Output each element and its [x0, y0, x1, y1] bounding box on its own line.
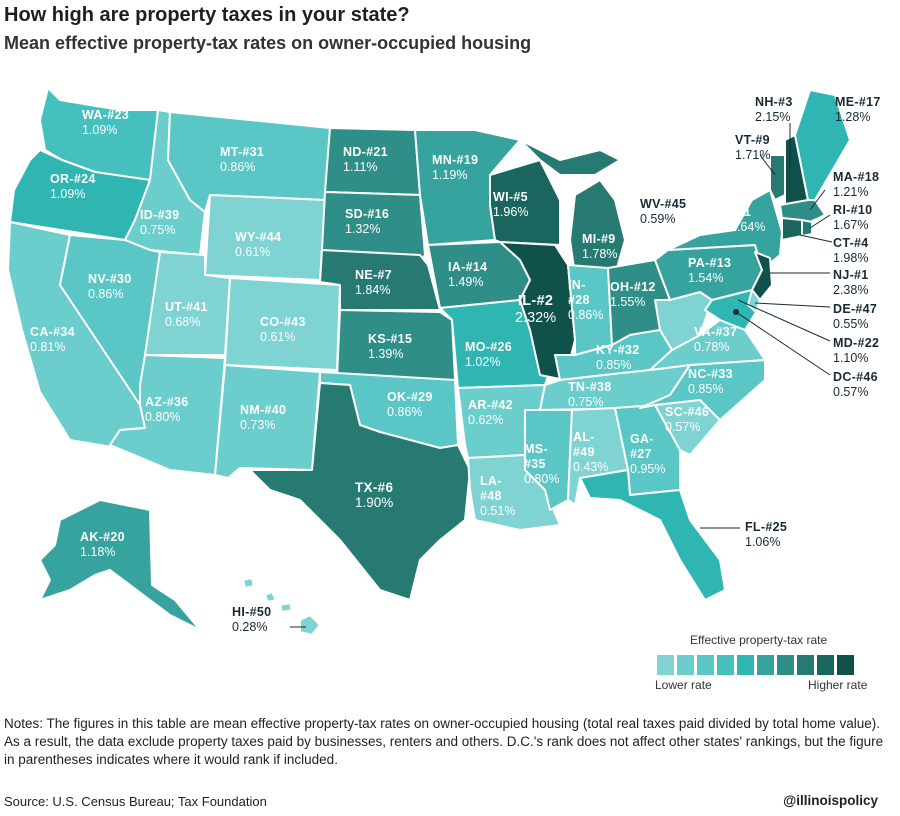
label-MN: MN-#19 1.19%	[432, 153, 479, 182]
label-IN: IN- #28 0.86%	[568, 278, 604, 322]
leader-ma	[809, 189, 826, 211]
label-ID: ID-#39 0.75%	[140, 208, 180, 237]
label-CO: CO-#43 0.61%	[260, 315, 306, 344]
legend-title: Effective property-tax rate	[690, 633, 828, 647]
label-OR: OR-#24 1.09%	[50, 172, 96, 201]
state-HI[interactable]	[299, 614, 321, 636]
label-WA: WA-#23 1.09%	[82, 108, 129, 137]
state-MI-up[interactable]	[519, 139, 621, 176]
label-DC: DC-#46 0.57%	[833, 370, 878, 399]
legend-swatch	[657, 655, 674, 675]
state-CT[interactable]	[781, 217, 803, 241]
legend-swatches	[657, 655, 854, 675]
state-RI[interactable]	[801, 219, 813, 237]
state-NC[interactable]	[639, 359, 766, 421]
label-IA: IA-#14 1.49%	[448, 260, 488, 289]
label-NY: NY- #11 1.64%	[730, 190, 766, 234]
label-GA: GA- #27 0.95%	[630, 432, 666, 476]
page-subtitle: Mean effective property-tax rates on own…	[4, 33, 532, 53]
label-WY: WY-#44 0.61%	[235, 230, 282, 259]
label-ME: ME-#17 1.28%	[835, 95, 881, 124]
state-MD[interactable]	[704, 289, 757, 331]
leader-de	[754, 302, 831, 308]
label-NE: NE-#7 1.84%	[355, 268, 392, 297]
state-HI-2[interactable]	[264, 591, 277, 603]
label-LA: LA- #48 0.51%	[480, 474, 516, 518]
label-ND: ND-#21 1.11%	[343, 145, 388, 174]
label-SC: SC-#46 0.57%	[665, 405, 710, 434]
state-TX[interactable]	[249, 382, 471, 601]
label-HI: HI-#50 0.28%	[232, 605, 272, 634]
label-IL: IL-#2 2.32%	[515, 293, 557, 326]
state-VT[interactable]	[769, 154, 786, 201]
label-RI: RI-#10 1.67%	[833, 203, 873, 232]
label-MO: MO-#26 1.02%	[465, 340, 512, 369]
leader-vt	[759, 154, 776, 176]
label-NC: NC-#33 0.85%	[688, 367, 733, 396]
label-WI: WI-#5 1.96%	[493, 190, 529, 219]
source: Source: U.S. Census Bureau; Tax Foundati…	[4, 794, 267, 809]
state-AK[interactable]	[39, 499, 201, 631]
label-AK: AK-#20 1.18%	[80, 530, 125, 559]
notes: Notes: The figures in this table are mea…	[4, 716, 884, 767]
label-MT: MT-#31 0.86%	[220, 145, 265, 174]
label-AR: AR-#42 0.62%	[468, 398, 513, 427]
label-CA: CA-#34 0.81%	[30, 325, 75, 354]
leader-dc	[735, 311, 831, 376]
state-FL[interactable]	[579, 469, 726, 601]
legend-swatch	[777, 655, 794, 675]
state-HI-3[interactable]	[242, 577, 255, 589]
label-OH: OH-#12 1.55%	[610, 280, 656, 309]
social-handle[interactable]: @illinoispolicy	[783, 793, 878, 808]
legend-low-label: Lower rate	[655, 678, 712, 692]
leader-md	[737, 299, 831, 342]
leader-ri	[809, 214, 831, 229]
label-VA: VA-#37 0.78%	[694, 325, 738, 354]
page-title: How high are property taxes in your stat…	[4, 4, 410, 26]
label-FL: FL-#25 1.06%	[745, 520, 788, 549]
state-MI[interactable]	[569, 179, 626, 276]
label-NJ: NJ-#1 2.38%	[833, 268, 869, 297]
label-KY: KY-#32 0.85%	[596, 343, 640, 372]
legend-swatch	[737, 655, 754, 675]
label-SD: SD-#16 1.32%	[345, 207, 390, 236]
dc-marker	[733, 309, 739, 315]
legend-swatch	[677, 655, 694, 675]
leader-ct	[799, 234, 833, 243]
label-VT: VT-#9 1.71%	[735, 133, 771, 162]
legend-swatch	[697, 655, 714, 675]
label-NH: NH-#3 2.15%	[755, 95, 793, 124]
label-MI: MI-#9 1.78%	[582, 232, 618, 261]
label-MA: MA-#18 1.21%	[833, 170, 880, 199]
label-AZ: AZ-#36 0.80%	[145, 395, 189, 424]
label-AL: AL- #49 0.43%	[573, 430, 609, 474]
label-PA: PA-#13 1.54%	[688, 256, 732, 285]
label-OK: OK-#29 0.86%	[387, 390, 433, 419]
label-DE: DE-#47 0.55%	[833, 302, 878, 331]
label-TX: TX-#6 1.90%	[355, 480, 394, 510]
legend-swatch	[837, 655, 854, 675]
label-CT: CT-#4 1.98%	[833, 236, 869, 265]
state-KS[interactable]	[336, 309, 456, 381]
label-MD: MD-#22 1.10%	[833, 336, 880, 365]
label-TN: TN-#38 0.75%	[568, 380, 612, 409]
label-WV: WV-#45 0.59%	[640, 197, 687, 226]
state-IL[interactable]	[499, 241, 576, 381]
state-HI-4[interactable]	[279, 602, 293, 613]
legend-swatch	[717, 655, 734, 675]
legend-swatch	[797, 655, 814, 675]
label-NM: NM-#40 0.73%	[240, 403, 287, 432]
legend-swatch	[817, 655, 834, 675]
label-UT: UT-#41 0.68%	[165, 300, 208, 329]
label-MS: MS- #35 0.80%	[524, 442, 560, 486]
label-KS: KS-#15 1.39%	[368, 332, 413, 361]
label-NV: NV-#30 0.86%	[88, 272, 132, 301]
legend-swatch	[757, 655, 774, 675]
legend-high-label: Higher rate	[808, 678, 868, 692]
